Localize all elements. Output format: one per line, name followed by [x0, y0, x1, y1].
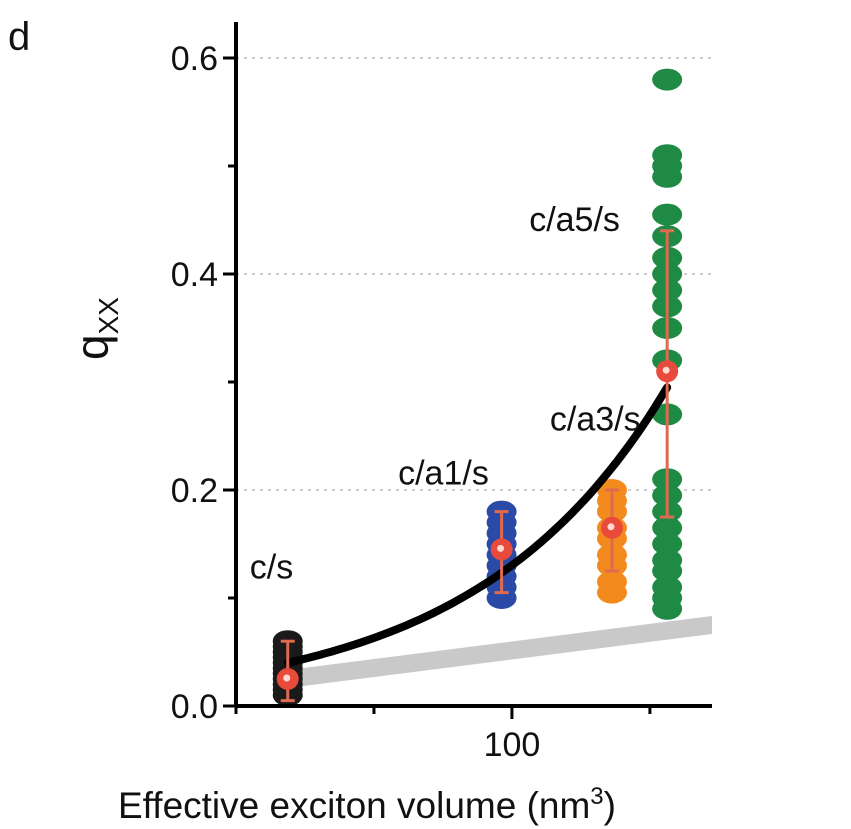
y-axis-title: qXX — [66, 297, 124, 360]
shaded-band — [287, 616, 712, 688]
panel-label: d — [8, 15, 30, 59]
annotation-c-a3-s: c/a3/s — [550, 401, 641, 439]
annotation-c-a1-s: c/a1/s — [398, 455, 489, 493]
fit-curve — [283, 383, 672, 667]
tick-labels: 0.0 0.2 0.4 0.6 100 — [171, 40, 541, 764]
y-tick-label-0.6: 0.6 — [171, 40, 218, 78]
axes-layer — [223, 22, 712, 719]
mean-highlight-series1 — [497, 544, 505, 552]
x-axis-title: Effective exciton volume (nm3) — [118, 783, 616, 826]
mean-highlight-series2 — [607, 523, 615, 531]
point-series3-6 — [652, 516, 683, 539]
curve-layer — [283, 383, 672, 667]
points-layer — [272, 68, 683, 707]
mean-highlight-series0 — [283, 674, 291, 682]
x-axis-title-main: Effective exciton volume (nm — [118, 785, 590, 826]
point-series2-1 — [596, 570, 627, 593]
point-series3-22 — [652, 68, 683, 91]
error-layer — [276, 229, 679, 703]
annotations: c/s c/a1/s c/a3/s c/a5/s — [250, 201, 641, 587]
band-layer — [287, 616, 712, 688]
point-series3-18 — [652, 203, 683, 226]
y-tick-label-0.2: 0.2 — [171, 472, 218, 510]
point-series3-5 — [652, 533, 683, 555]
annotation-c-a5-s: c/a5/s — [529, 201, 620, 239]
x-axis-title-superscript: 3 — [590, 783, 603, 810]
y-axis-title-subscript: XX — [93, 297, 124, 335]
point-series3-21 — [652, 144, 683, 167]
x-axis-title-close: ) — [604, 785, 616, 826]
point-series3-2 — [652, 576, 683, 599]
x-tick-label-100: 100 — [484, 726, 541, 764]
y-tick-label-0.0: 0.0 — [171, 688, 218, 726]
y-tick-label-0.4: 0.4 — [171, 256, 218, 294]
annotation-c-s: c/s — [250, 549, 293, 587]
mean-highlight-series3 — [662, 366, 670, 374]
point-series3-4 — [652, 549, 683, 572]
y-axis-title-main: q — [66, 334, 118, 360]
